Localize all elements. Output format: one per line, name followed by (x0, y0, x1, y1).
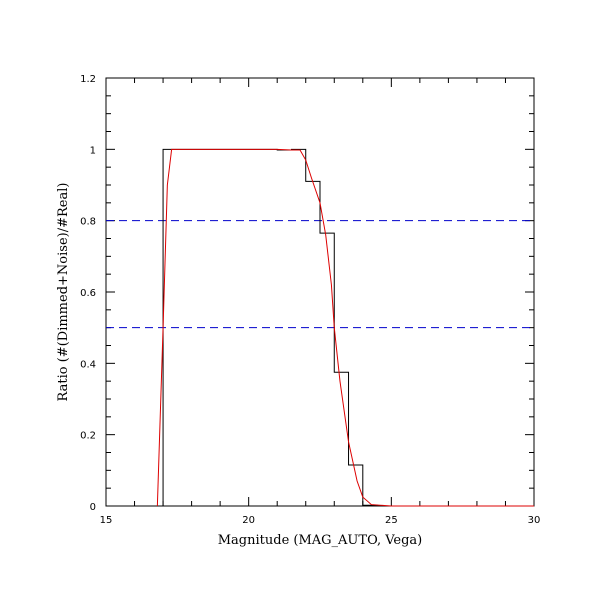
y-tick-label: 1.2 (80, 74, 96, 85)
x-axis-title: Magnitude (MAG_AUTO, Vega) (218, 533, 423, 548)
x-tick-label: 15 (100, 515, 113, 526)
y-tick-label: 1 (90, 145, 96, 156)
series-group (156, 148, 534, 507)
axis-ticks (105, 77, 535, 507)
reference-lines (106, 220, 534, 329)
y-axis-title: Ratio (#(Dimmed+Noise)/#Real) (56, 183, 71, 402)
plot-frame (105, 77, 535, 507)
y-tick-label: 0 (90, 502, 96, 513)
x-tick-label: 20 (242, 515, 255, 526)
y-tick-label: 0.4 (80, 359, 96, 370)
y-tick-label: 0.6 (80, 288, 96, 299)
axis-tick-labels: 15 20 25 30 0 0.2 0.4 0.6 0.8 1 1.2 (80, 74, 540, 526)
y-tick-label: 0.2 (80, 431, 96, 442)
x-tick-label: 30 (528, 515, 541, 526)
x-tick-label: 25 (385, 515, 398, 526)
fit-curve-line (156, 148, 534, 507)
y-tick-label: 0.8 (80, 217, 96, 228)
